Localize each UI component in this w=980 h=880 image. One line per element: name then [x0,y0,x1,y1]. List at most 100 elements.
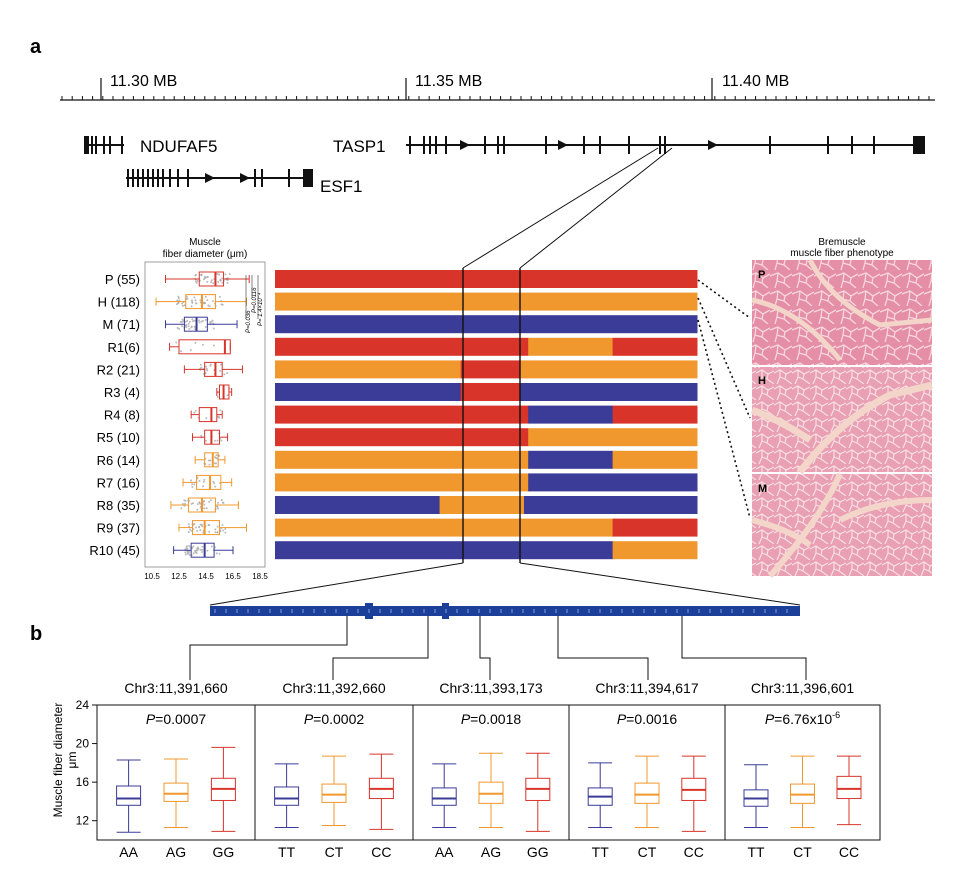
jitter-point [208,500,211,503]
jitter-point [176,299,179,302]
haplotype-segment [275,496,441,514]
row-label: R10 (45) [89,543,140,558]
gene-name-esf1: ESF1 [320,177,363,196]
gene-tracks: NDUFAF5 ESF1 TASP1 [84,136,925,196]
jitter-point [193,523,196,526]
row-label: H (118) [98,295,140,310]
haplotype-segment [523,496,698,514]
genotype-label: TT [592,844,610,860]
jitter-point [194,273,197,276]
jitter-point [178,327,181,330]
snp-label: Chr3:11,391,660 [124,680,227,696]
y-tick-label: 20 [76,737,90,751]
axis-tick-label: 11.35 MB [415,73,482,90]
y-axis-label-line1: Muscle fiber diameter [51,703,65,818]
genotype-label: CC [371,844,391,860]
haplotype-bars [275,270,698,560]
jitter-point [201,545,204,548]
jitter-point [206,280,209,283]
y-tick-label: 16 [76,775,90,789]
axis-tick-label: 11.40 MB [722,73,789,90]
genotype-label: CC [839,844,859,860]
snp-leader-lines [189,616,807,680]
jitter-point [184,551,187,554]
jitter-point [221,277,224,280]
histology-photo-p: P [751,258,933,365]
jitter-point [217,507,220,510]
x-tick-label: 10.5 [144,572,160,581]
box [116,785,142,806]
jitter-point [218,454,221,457]
genotype-panel-frame [724,704,881,841]
boxplot-frame [144,261,266,568]
jitter-point [188,553,191,556]
jitter-point [204,276,207,279]
jitter-point [181,302,184,305]
haplotype-segment [275,405,529,424]
jitter-point [203,478,206,481]
jitter-point [201,343,204,346]
box [190,542,215,558]
jitter-point [205,365,208,368]
strand-arrow [708,140,718,150]
jitter-point [218,416,221,419]
jitter-point [187,325,190,328]
jitter-point [203,278,206,281]
genotype-label: CT [793,844,812,860]
row-label: R3 (4) [104,385,140,400]
jitter-point [212,344,215,347]
haplotype-segment [528,428,698,447]
jitter-point [208,463,211,466]
jitter-point [196,503,199,506]
jitter-point [208,530,211,533]
jitter-point [214,531,217,534]
jitter-point [186,319,189,322]
jitter-point [214,485,217,488]
jitter-point [195,302,198,305]
jitter-point [204,318,207,321]
boxplot-a-marks [155,271,250,558]
haplotype-segment [275,428,529,447]
jitter-point [191,320,194,323]
jitter-point [175,341,178,344]
strand-arrow [558,140,568,150]
axis-tick-label: 11.30 MB [110,73,177,90]
haplotype-segment [275,383,462,401]
haplotype-segment [612,337,698,356]
jitter-point [181,502,184,505]
haplotype-segment [275,292,698,311]
fiber-boxplot-panel: Muscle fiber diameter (μm) 10.5 12.5 14.5 1… [89,237,268,581]
genotype-label: CC [684,844,704,860]
jitter-point [228,273,231,276]
photo-label: M [758,483,767,495]
jitter-point [191,318,194,321]
genotype-label: AG [166,844,186,860]
jitter-point [190,299,193,302]
jitter-point [215,462,218,465]
haplotype-segment [275,518,614,537]
strand-arrow [205,173,215,183]
jitter-point [220,499,223,502]
jitter-point [204,439,207,442]
jitter-point [201,525,204,528]
jitter-point [222,529,225,532]
genotype-label: AA [119,844,138,860]
jitter-point [202,301,205,304]
jitter-point [199,299,202,302]
genotype-label: AA [435,844,454,860]
jitter-point [220,363,223,366]
jitter-point [176,326,179,329]
jitter-point [184,499,187,502]
jitter-point [186,551,189,554]
haplotype-segment [460,360,521,379]
row-label: R9 (37) [97,521,140,536]
pvalue-annotations: P=0.036 P=0.0116 P= 1.4×10⁻⁴ [245,275,264,333]
haplotype-segment [519,360,698,379]
haplotype-segment [275,337,529,356]
jitter-point [190,326,193,329]
jitter-point [204,326,207,329]
jitter-point [214,528,217,531]
jitter-point [188,545,191,548]
boxplot-title-line2: fiber diameter (μm) [163,249,248,260]
